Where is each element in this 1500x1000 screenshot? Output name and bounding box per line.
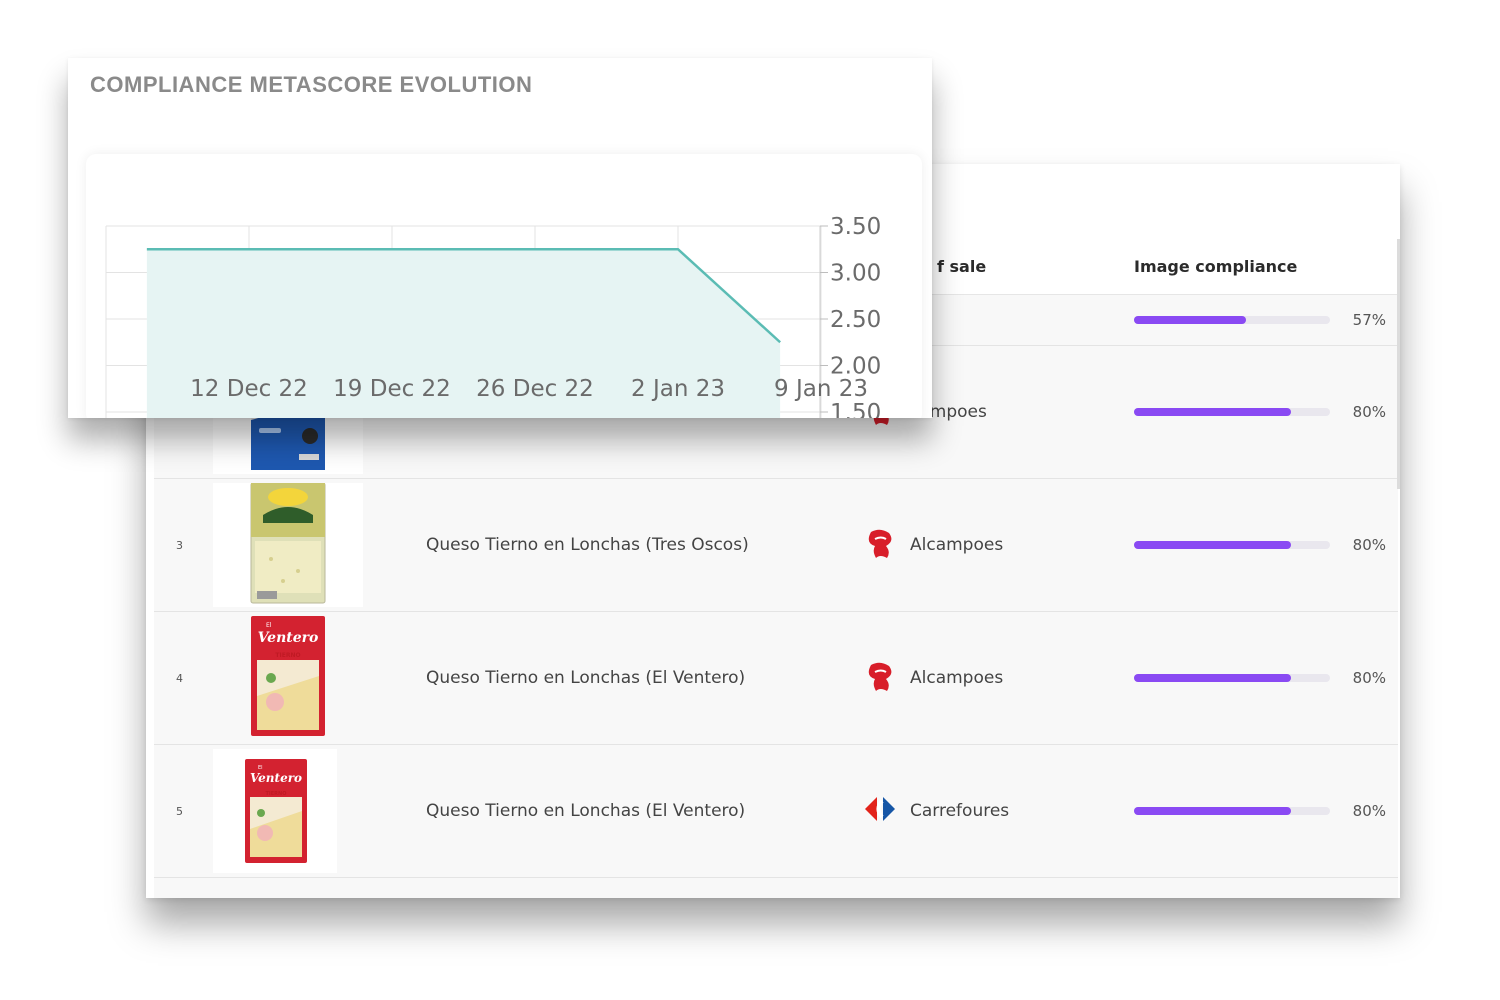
row-number: 3 xyxy=(176,538,183,552)
point-of-sale-cell: Alcampoes xyxy=(862,612,1003,744)
compliance-progress-fill xyxy=(1134,807,1291,815)
product-thumbnail[interactable]: Ventero El TIERNO xyxy=(213,616,363,740)
compliance-percent: 57% xyxy=(1352,311,1386,329)
compliance-percent: 80% xyxy=(1352,802,1386,820)
ventero-prefix-text: El xyxy=(266,622,272,629)
retailer-name: Alcampoes xyxy=(910,668,1004,688)
compliance-progress-bar xyxy=(1134,316,1330,324)
row-number: 5 xyxy=(176,804,183,818)
metascore-chart-card: COMPLIANCE METASCORE EVOLUTION 3.50 3.00 2… xyxy=(68,58,932,418)
row-number: 4 xyxy=(176,671,183,685)
compliance-progress-fill xyxy=(1134,316,1246,324)
x-tick-label: 12 Dec 22 xyxy=(190,376,308,402)
column-header-image-compliance[interactable]: Image compliance xyxy=(1134,257,1298,276)
product-pack-ventero-icon: Ventero El TIERNO xyxy=(251,616,325,736)
y-tick-label: 3.50 xyxy=(830,214,881,240)
product-name: Queso Tierno en Lonchas (Tres Oscos) xyxy=(426,535,749,555)
compliance-progress-bar xyxy=(1134,674,1330,682)
compliance-progress-bar xyxy=(1134,541,1330,549)
compliance-percent: 80% xyxy=(1352,403,1386,421)
carrefour-logo xyxy=(865,796,895,821)
column-header-point-of-sale[interactable]: f sale xyxy=(937,257,987,276)
point-of-sale-cell: Alcampoes xyxy=(862,479,1003,611)
series-area xyxy=(146,249,781,418)
compliance-progress-bar xyxy=(1134,807,1330,815)
compliance-percent: 80% xyxy=(1352,669,1386,687)
y-tick-label: 2.00 xyxy=(830,354,881,380)
product-thumbnail[interactable] xyxy=(213,482,363,607)
compliance-progress-fill xyxy=(1134,408,1291,416)
compliance-percent: 80% xyxy=(1352,536,1386,554)
table-row[interactable]: 4 Ventero El TIERNO Queso Tierno en Lonc… xyxy=(154,612,1398,745)
product-pack-cheese-icon xyxy=(250,482,326,604)
y-tick-label: 3.00 xyxy=(830,261,881,287)
chart-plot-area: 3.50 3.00 2.50 2.00 1.50 12 Dec 22 19 Dec 22 26… xyxy=(86,154,922,418)
product-pack-ventero-icon: Ventero El TIERNO xyxy=(245,759,307,863)
ventero-variant-text: TIERNO xyxy=(275,652,300,659)
y-tick-label: 1.50 xyxy=(830,400,881,418)
x-tick-label: 9 Jan 23 xyxy=(774,376,868,402)
table-row[interactable] xyxy=(154,878,1398,898)
compliance-progress-bar xyxy=(1134,408,1330,416)
compliance-progress-fill xyxy=(1134,674,1291,682)
y-tick-label: 2.50 xyxy=(830,307,881,333)
x-tick-label: 26 Dec 22 xyxy=(476,376,594,402)
point-of-sale-cell: Carrefoures xyxy=(862,745,1009,877)
ventero-brand-text: Ventero xyxy=(250,771,302,785)
series-line xyxy=(146,248,781,344)
x-tick-label: 19 Dec 22 xyxy=(333,376,451,402)
ventero-brand-text: Ventero xyxy=(258,630,319,646)
table-scrollbar[interactable] xyxy=(1397,239,1400,489)
product-name: Queso Tierno en Lonchas (El Ventero) xyxy=(426,801,746,821)
product-thumbnail[interactable]: Ventero El TIERNO xyxy=(213,749,337,873)
ventero-prefix-text: El xyxy=(258,765,263,771)
metascore-line-chart: 3.50 3.00 2.50 2.00 1.50 12 Dec 22 19 Dec 22 26… xyxy=(105,214,881,418)
product-name: Queso Tierno en Lonchas (El Ventero) xyxy=(426,668,746,688)
table-row[interactable]: 3 Queso Tierno en Lonchas (Tres Oscos) xyxy=(154,479,1398,612)
chart-title: COMPLIANCE METASCORE EVOLUTION xyxy=(90,72,533,97)
retailer-name: Carrefoures xyxy=(910,801,1010,821)
alcampo-bird-logo xyxy=(868,662,892,691)
alcampo-bird-logo xyxy=(868,529,892,558)
x-tick-label: 2 Jan 23 xyxy=(631,376,725,402)
table-row[interactable]: 5 Ventero El TIERNO Queso Tierno en Lonc… xyxy=(154,745,1398,878)
retailer-name: Alcampoes xyxy=(910,535,1004,555)
compliance-progress-fill xyxy=(1134,541,1291,549)
ventero-variant-text: TIERNO xyxy=(266,791,287,797)
